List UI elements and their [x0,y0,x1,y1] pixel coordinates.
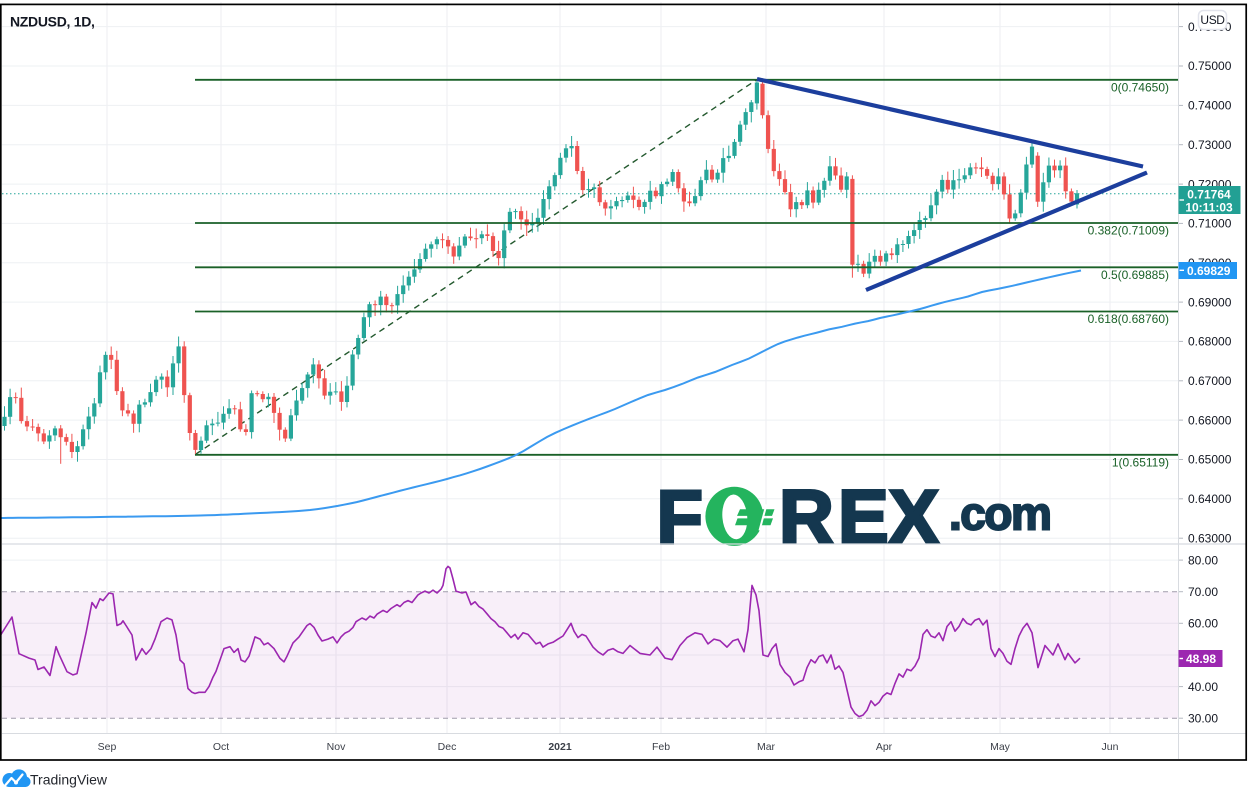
svg-text:Mar: Mar [757,741,776,753]
svg-text:0.74000: 0.74000 [1188,99,1232,113]
svg-text:X: X [889,475,940,560]
svg-text:70.00: 70.00 [1188,585,1218,599]
svg-text:80.00: 80.00 [1188,553,1218,567]
svg-text:2021: 2021 [548,741,572,753]
svg-text:0.71000: 0.71000 [1188,217,1232,231]
svg-text:R: R [779,475,834,560]
svg-text:0.68000: 0.68000 [1188,335,1232,349]
svg-text:Dec: Dec [438,741,457,753]
svg-text:0.69000: 0.69000 [1188,295,1232,309]
svg-text:E: E [838,475,889,560]
svg-text:Sep: Sep [98,741,117,753]
svg-text:Oct: Oct [213,741,229,753]
svg-text:0.63000: 0.63000 [1188,531,1232,545]
svg-text:0.73000: 0.73000 [1188,138,1232,152]
svg-text:TradingView: TradingView [30,772,108,788]
svg-text:Nov: Nov [327,741,346,753]
svg-text:0.65000: 0.65000 [1188,453,1232,467]
svg-text:60.00: 60.00 [1188,617,1218,631]
svg-text:0.71764: 0.71764 [1187,187,1231,201]
svg-text:40.00: 40.00 [1188,680,1218,694]
svg-text:.com: .com [949,488,1050,540]
svg-text:0.64000: 0.64000 [1188,492,1232,506]
svg-text:0.75000: 0.75000 [1188,59,1232,73]
svg-text:30.00: 30.00 [1188,711,1218,725]
svg-text:0.69829: 0.69829 [1187,264,1231,278]
svg-text:0.382(0.71009): 0.382(0.71009) [1088,224,1169,238]
svg-text:Apr: Apr [876,741,893,753]
svg-text:USD: USD [1200,13,1225,27]
svg-text:10:11:03: 10:11:03 [1185,200,1233,214]
svg-text:0.67000: 0.67000 [1188,374,1232,388]
svg-text:48.98: 48.98 [1186,652,1216,666]
svg-text:0.5(0.69885): 0.5(0.69885) [1101,268,1169,282]
svg-text:May: May [990,741,1011,753]
svg-text:0.66000: 0.66000 [1188,413,1232,427]
svg-text:0(0.74650): 0(0.74650) [1111,80,1169,94]
svg-text:F: F [657,475,703,560]
svg-text:Jun: Jun [1102,741,1119,753]
svg-text:0.618(0.68760): 0.618(0.68760) [1088,312,1169,326]
svg-text:1(0.65119): 1(0.65119) [1112,455,1169,469]
svg-text:NZDUSD, 1D,: NZDUSD, 1D, [10,14,95,30]
svg-text:Feb: Feb [652,741,670,753]
